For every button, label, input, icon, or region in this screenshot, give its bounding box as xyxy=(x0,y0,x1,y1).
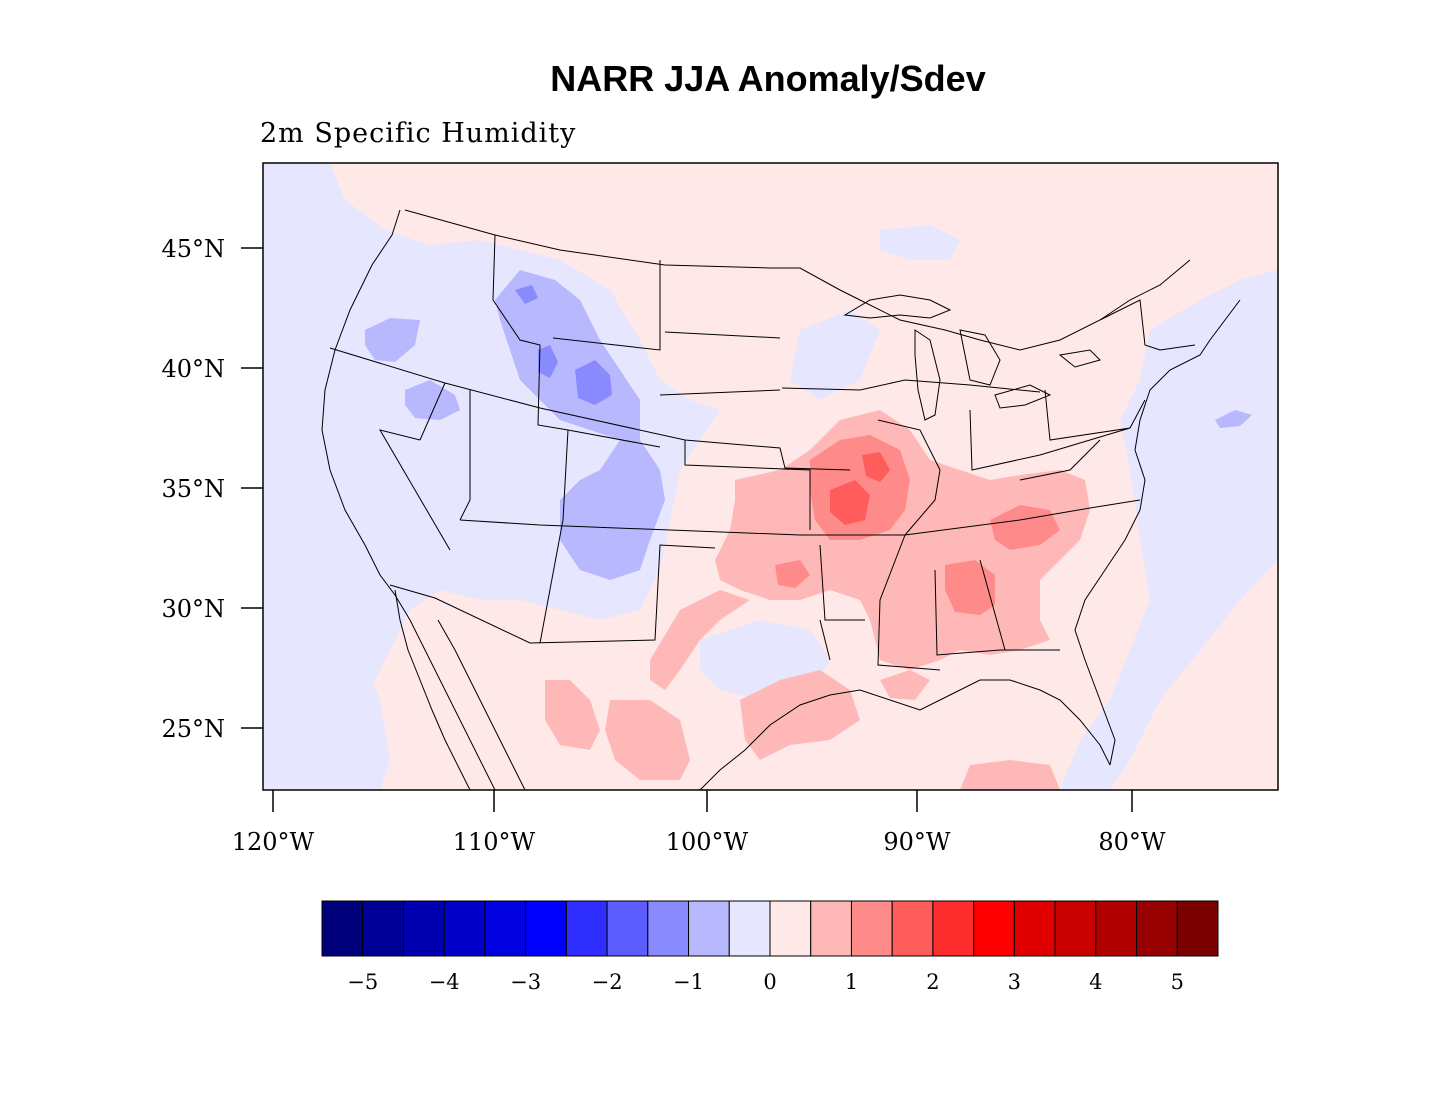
lat-label-45: 45°N xyxy=(161,235,225,263)
field-pos-gulf-coast xyxy=(880,670,930,700)
colorbar-swatch xyxy=(1054,900,1097,957)
lake-michigan xyxy=(914,329,941,421)
field-neg-atlantic xyxy=(1215,410,1252,428)
colorbar-label: 3 xyxy=(1008,970,1021,994)
colorbar-label: 0 xyxy=(763,970,776,994)
colorbar-label: −5 xyxy=(347,970,378,994)
field-pos-south-gulf xyxy=(960,760,1060,790)
lat-label-30: 30°N xyxy=(161,595,225,623)
colorbar-labels: −5 −4 −3 −2 −1 0 1 2 3 4 5 xyxy=(347,970,1184,994)
baja-coastline xyxy=(394,589,471,790)
field-neg-canada xyxy=(880,225,960,260)
colorbar-swatch xyxy=(728,900,771,957)
atlantic-coastline xyxy=(1074,299,1241,766)
colorbar-swatch xyxy=(932,900,975,957)
field-neg-strong-2 xyxy=(538,345,558,378)
colorbar-swatch xyxy=(362,900,404,957)
colorbar-swatch xyxy=(891,900,934,957)
lon-axis xyxy=(272,790,1133,812)
colorbar-swatch xyxy=(484,900,527,957)
lon-label-90w: 90°W xyxy=(883,828,951,856)
field-neg-oregon xyxy=(365,318,420,362)
gulf-coastline xyxy=(699,679,1111,790)
state-lines xyxy=(329,234,1196,671)
colorbar-swatch xyxy=(1013,900,1056,957)
lake-ontario xyxy=(1058,349,1101,368)
lat-label-25: 25°N xyxy=(161,715,225,743)
colorbar-swatch xyxy=(1136,900,1178,957)
colorbar-label: −4 xyxy=(429,970,460,994)
colorbar-swatch xyxy=(1095,900,1138,957)
field-pos-peak-2 xyxy=(862,452,890,482)
field-neg-rockies xyxy=(495,270,665,580)
map-field xyxy=(263,163,1278,790)
lat-label-35: 35°N xyxy=(161,475,225,503)
colorbar-label: 2 xyxy=(926,970,939,994)
lon-label-120w: 120°W xyxy=(232,828,315,856)
colorbar-label: −1 xyxy=(673,970,704,994)
colorbar-swatch xyxy=(525,900,567,957)
colorbar-swatch xyxy=(402,900,445,957)
colorbar-label: −2 xyxy=(592,970,623,994)
field-neg-greatlakes xyxy=(790,310,880,400)
mexico-coastline xyxy=(437,619,526,790)
lat-label-40: 40°N xyxy=(161,355,225,383)
field-pos-texas-coast xyxy=(740,670,860,760)
colorbar-swatch xyxy=(850,900,893,957)
colorbar-swatch xyxy=(688,900,730,957)
field-pos-central xyxy=(715,410,1090,670)
field-neg-pacific xyxy=(263,500,390,790)
colorbar-label: 1 xyxy=(845,970,858,994)
colorbar-swatch xyxy=(973,900,1015,957)
colorbar-swatch xyxy=(810,900,852,957)
boundary-lines xyxy=(321,209,1241,790)
field-pos-mexico-1 xyxy=(545,680,600,750)
colorbar-swatch xyxy=(443,900,486,957)
field-pos-strong-2 xyxy=(945,560,995,615)
lon-label-80w: 80°W xyxy=(1098,828,1166,856)
field-neg-nevada xyxy=(405,380,460,420)
colorbar-swatch xyxy=(1176,900,1219,957)
field-pos-strong-4 xyxy=(775,560,810,588)
colorbar-label: −3 xyxy=(510,970,541,994)
field-neg-east xyxy=(1060,270,1278,790)
colorbar-swatch xyxy=(606,900,649,957)
colorbar xyxy=(321,900,1219,957)
map-frame xyxy=(262,162,1279,791)
lat-axis xyxy=(241,247,263,729)
lake-erie xyxy=(994,384,1052,409)
field-neg-strong-1 xyxy=(575,360,612,405)
colorbar-swatch xyxy=(565,900,608,957)
west-coastline xyxy=(321,209,496,790)
lake-superior xyxy=(843,294,952,319)
lon-label-110w: 110°W xyxy=(453,828,536,856)
colorbar-label: 5 xyxy=(1171,970,1184,994)
map-subtitle: 2m Specific Humidity xyxy=(260,118,577,149)
field-pos-mexico-2 xyxy=(605,700,690,780)
map-title: NARR JJA Anomaly/Sdev xyxy=(550,58,986,99)
colorbar-label: 4 xyxy=(1089,970,1102,994)
field-neg-strong-3 xyxy=(515,285,538,304)
field-neg-west xyxy=(263,163,720,790)
lake-huron xyxy=(959,329,1001,386)
field-pos-arc-texas xyxy=(650,590,750,690)
colorbar-swatch xyxy=(321,900,364,957)
lon-label-100w: 100°W xyxy=(666,828,749,856)
colorbar-swatch xyxy=(769,900,812,957)
colorbar-swatch xyxy=(647,900,690,957)
field-pos-peak-1 xyxy=(830,480,870,525)
us-canada-border xyxy=(404,209,1191,351)
